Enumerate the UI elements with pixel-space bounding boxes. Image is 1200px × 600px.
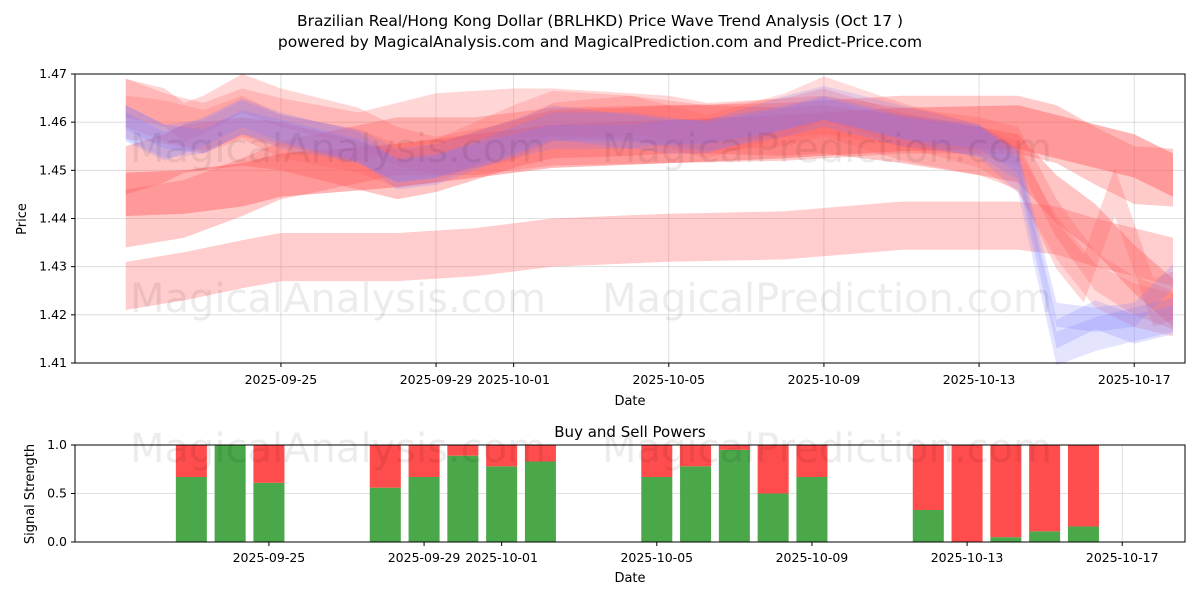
watermark-prediction-top: MagicalPrediction.com [602,126,1052,172]
watermark-analysis-top: MagicalAnalysis.com [130,126,546,172]
price-x-axis-label: Date [614,394,645,409]
signal-bars [175,445,1099,542]
price-y-tick-label: 1.44 [39,211,67,226]
buy-bar [641,477,673,542]
price-x-tick-label: 2025-09-29 [400,372,473,387]
sell-bar [447,445,479,456]
sell-bar [1067,445,1099,527]
signal-y-axis-label: Signal Strength [23,444,38,544]
chart-title: Brazilian Real/Hong Kong Dollar (BRLHKD)… [297,12,903,30]
signal-x-ticks: 2025-09-25 2025-09-29 2025-10-01 2025-10-05… [233,542,1159,565]
sell-bar [912,445,944,510]
price-band-band-8 [125,95,1173,332]
sell-bar [1029,445,1061,532]
signal-x-tick-label: 2025-10-05 [620,550,693,565]
buy-bar [253,482,285,542]
price-bands [125,74,1173,366]
price-y-tick-label: 1.41 [39,355,67,370]
buy-bar [447,455,479,542]
sell-bar [718,445,750,450]
sell-bar [990,445,1022,538]
chart-subtitle: powered by MagicalAnalysis.com and Magic… [278,33,922,51]
sell-bar [369,445,401,488]
buy-bar [1029,531,1061,542]
price-band-band-3 [125,95,1173,248]
signal-y-tick-label: 0.5 [47,486,67,501]
price-y-tick-label: 1.43 [39,259,67,274]
sell-bar [486,445,518,467]
buy-bar [486,466,518,542]
buy-bar [796,477,828,542]
price-band-band-1 [125,105,1173,217]
price-x-tick-label: 2025-10-09 [788,372,861,387]
buy-bar [214,445,246,542]
price-y-tick-label: 1.42 [39,307,67,322]
price-x-tick-label: 2025-09-25 [245,372,318,387]
sell-bar [757,445,789,494]
buy-bar [680,466,712,542]
price-y-tick-label: 1.46 [39,114,67,129]
signal-x-tick-label: 2025-10-09 [776,550,849,565]
signal-x-tick-label: 2025-10-17 [1086,550,1159,565]
signal-title: Buy and Sell Powers [554,423,706,441]
watermark-analysis-signal: MagicalAnalysis.com [130,426,546,472]
sell-bar [951,445,983,542]
price-band-band-10 [125,86,1173,366]
sell-bar [680,445,712,467]
price-x-tick-label: 2025-10-05 [632,372,705,387]
buy-bar [912,509,944,542]
watermark-prediction-bottom: MagicalPrediction.com [602,276,1052,322]
sell-bar [175,445,207,478]
price-y-ticks: 1.41 1.42 1.43 1.44 1.45 1.46 1.47 [39,66,75,370]
price-band-band-5 [125,74,1173,330]
price-band-band-9 [125,98,1173,349]
price-x-ticks: 2025-09-25 2025-09-29 2025-10-01 2025-10-05… [245,363,1171,387]
signal-x-tick-label: 2025-10-13 [931,550,1004,565]
watermark-analysis-bottom: MagicalAnalysis.com [130,276,546,322]
sell-bar [253,445,285,483]
signal-y-ticks: 0.0 0.5 1.0 [47,437,75,549]
buy-bar [1067,526,1099,542]
price-y-axis-label: Price [15,203,30,235]
price-band-band-6 [125,76,1173,337]
signal-y-tick-label: 0.0 [47,534,67,549]
buy-bar [408,477,440,542]
price-x-tick-label: 2025-10-01 [477,372,550,387]
signal-x-axis-label: Date [614,571,645,586]
signal-plot: Buy and Sell Powers MagicalAnalysis.com … [23,423,1186,586]
price-y-tick-label: 1.47 [39,66,67,81]
signal-x-tick-label: 2025-09-25 [233,550,306,565]
signal-y-tick-label: 1.0 [47,437,67,452]
price-plot: MagicalAnalysis.com MagicalPrediction.co… [15,66,1186,409]
price-x-tick-label: 2025-10-17 [1098,372,1171,387]
sell-bar [796,445,828,478]
price-band-band-2 [125,201,1173,310]
sell-bar [408,445,440,478]
price-band-band-7 [125,78,1173,327]
buy-bar [718,449,750,542]
buy-bar [175,477,207,542]
buy-bar [990,537,1022,542]
price-band-band-4 [125,105,1173,327]
buy-bar [524,461,556,542]
watermark-prediction-signal: MagicalPrediction.com [602,426,1052,472]
sell-bar [524,445,556,462]
sell-bar [641,445,673,478]
price-y-tick-label: 1.45 [39,162,67,177]
signal-x-tick-label: 2025-10-01 [465,550,538,565]
buy-bar [369,487,401,542]
signal-x-tick-label: 2025-09-29 [388,550,461,565]
price-x-tick-label: 2025-10-13 [943,372,1016,387]
buy-bar [757,493,789,542]
